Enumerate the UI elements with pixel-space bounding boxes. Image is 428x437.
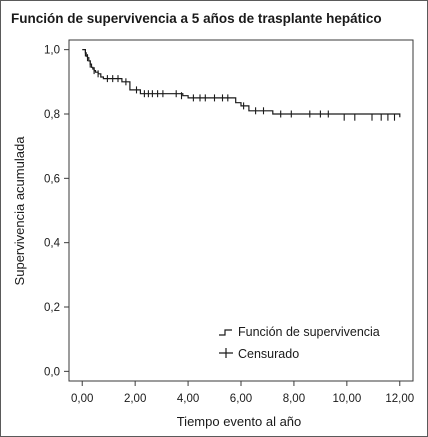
legend-step-symbol <box>219 329 232 336</box>
y-tick-label: 0,0 <box>44 366 60 378</box>
y-axis: 0,0 0,2 0,4 0,6 0,8 1,0 <box>44 45 69 378</box>
legend-entry-survival: Función de supervivencia <box>238 325 380 339</box>
x-axis-label: Tiempo evento al año <box>177 414 302 429</box>
y-tick-label: 0,4 <box>44 238 61 250</box>
legend-entry-censored: Censurado <box>238 347 299 361</box>
chart-title: Función de supervivencia a 5 años de tra… <box>11 11 382 26</box>
x-tick-label: 10,00 <box>332 393 361 405</box>
y-tick-label: 0,6 <box>44 173 60 185</box>
x-tick-label: 4,00 <box>177 393 199 405</box>
y-tick-label: 0,8 <box>44 109 60 121</box>
y-axis-label: Supervivencia acumulada <box>12 136 27 286</box>
y-tick-label: 0,2 <box>44 302 60 314</box>
y-tick-label: 1,0 <box>44 45 60 57</box>
survival-function-line <box>82 49 401 118</box>
legend-censor-symbol <box>219 348 233 358</box>
x-tick-label: 6,00 <box>230 393 252 405</box>
x-tick-label: 2,00 <box>124 393 146 405</box>
x-tick-label: 12,00 <box>385 393 414 405</box>
x-tick-label: 8,00 <box>283 393 305 405</box>
legend: Función de supervivencia Censurado <box>219 325 380 361</box>
censored-markers <box>84 49 396 121</box>
x-axis: 0,00 2,00 4,00 6,00 8,00 10,00 12,00 <box>71 381 414 405</box>
x-tick-label: 0,00 <box>71 393 93 405</box>
